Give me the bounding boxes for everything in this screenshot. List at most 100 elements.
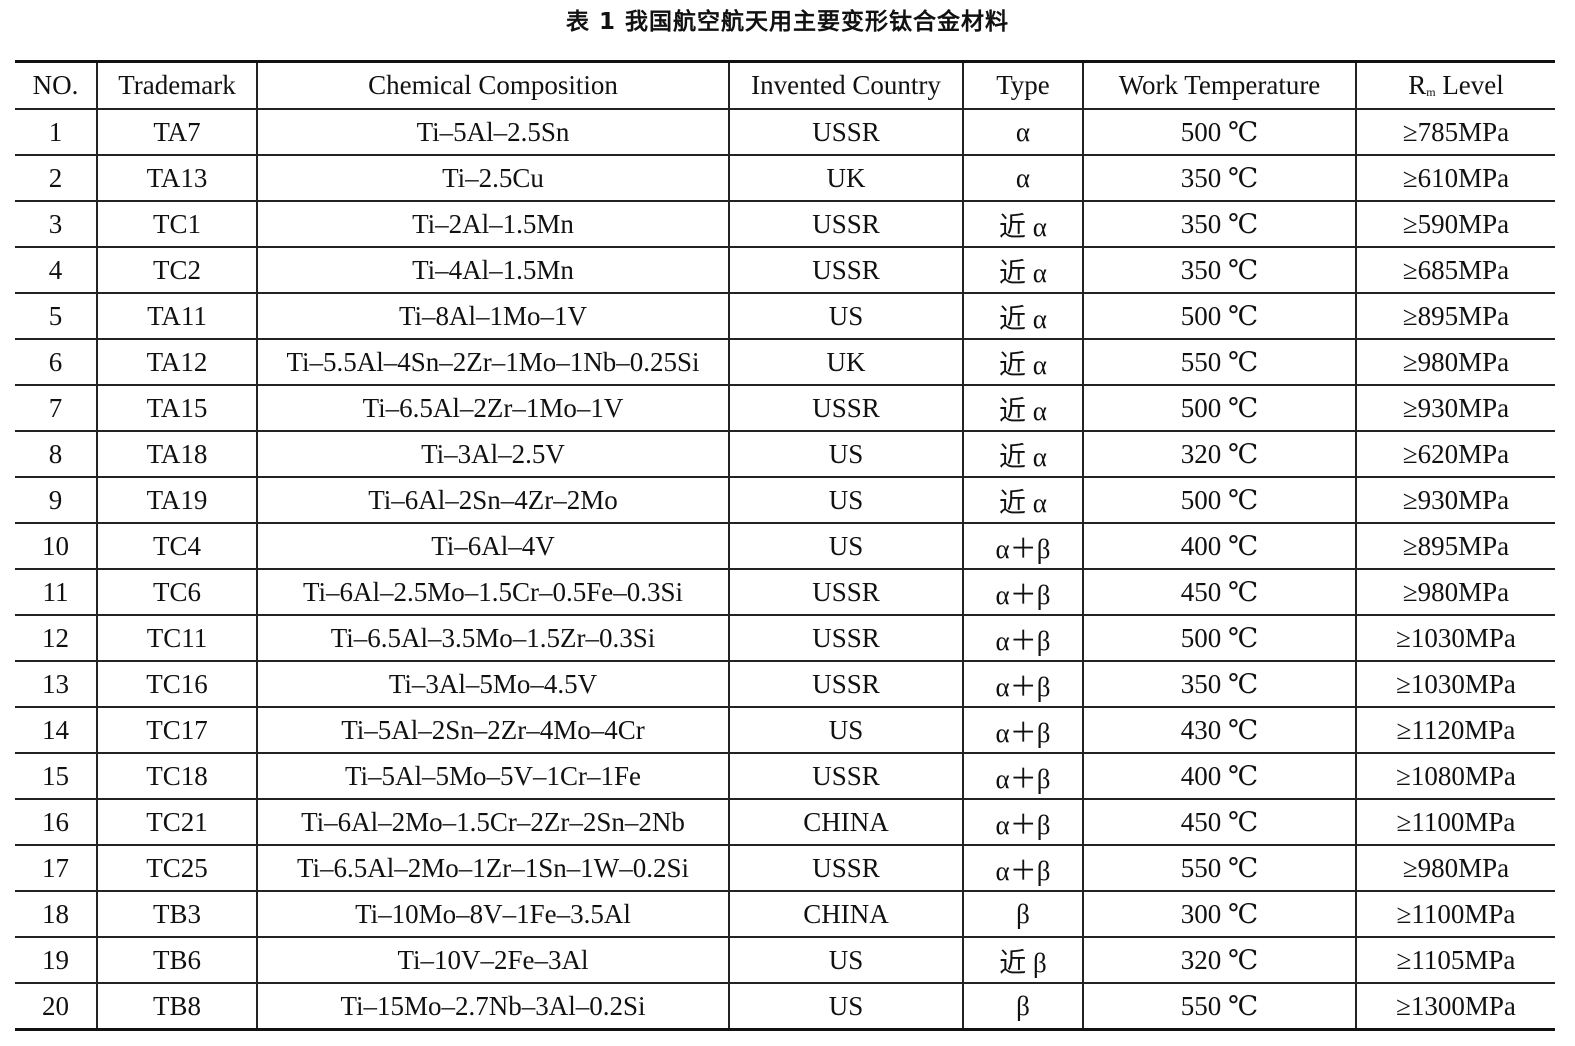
cell-composition: Ti–2.5Cu xyxy=(256,155,730,202)
cell-rm-level: ≥895MPa xyxy=(1355,523,1555,570)
table-caption: 表 1 我国航空航天用主要变形钛合金材料 xyxy=(565,9,1010,35)
cell-temperature: 450 ℃ xyxy=(1082,569,1357,616)
table-row: 19 TB6 Ti–10V–2Fe–3Al US 近 β 320 ℃ ≥1105MPa xyxy=(15,937,1555,984)
cell-type: α＋β xyxy=(962,569,1084,616)
cell-no: 16 xyxy=(15,799,98,846)
cell-temperature: 350 ℃ xyxy=(1082,201,1357,248)
cell-composition: Ti–15Mo–2.7Nb–3Al–0.2Si xyxy=(256,983,730,1031)
cell-rm-level: ≥1030MPa xyxy=(1355,615,1555,662)
cell-type: α＋β xyxy=(962,845,1084,892)
cell-trademark: TB3 xyxy=(96,891,258,938)
cell-type: 近 β xyxy=(962,937,1084,984)
header-rm-level: Rm Level xyxy=(1355,60,1555,110)
cell-country: CHINA xyxy=(728,799,964,846)
cell-composition: Ti–10V–2Fe–3Al xyxy=(256,937,730,984)
cell-trademark: TC2 xyxy=(96,247,258,294)
cell-trademark: TA13 xyxy=(96,155,258,202)
cell-no: 19 xyxy=(15,937,98,984)
table-row: 18 TB3 Ti–10Mo–8V–1Fe–3.5Al CHINA β 300 ℃ ≥110… xyxy=(15,891,1555,938)
table-row: 4 TC2 Ti–4Al–1.5Mn USSR 近 α 350 ℃ ≥685MPa xyxy=(15,247,1555,294)
table-row: 15 TC18 Ti–5Al–5Mo–5V–1Cr–1Fe USSR α＋β 400 ℃ ≥… xyxy=(15,753,1555,800)
cell-trademark: TB6 xyxy=(96,937,258,984)
cell-rm-level: ≥1300MPa xyxy=(1355,983,1555,1031)
rm-symbol: R xyxy=(1408,70,1427,100)
header-no: NO. xyxy=(15,60,98,110)
cell-type: 近 α xyxy=(962,247,1084,294)
cell-rm-level: ≥895MPa xyxy=(1355,293,1555,340)
cell-trademark: TA12 xyxy=(96,339,258,386)
cell-composition: Ti–8Al–1Mo–1V xyxy=(256,293,730,340)
cell-country: USSR xyxy=(728,569,964,616)
table-row: 11 TC6 Ti–6Al–2.5Mo–1.5Cr–0.5Fe–0.3Si USSR α… xyxy=(15,569,1555,616)
cell-composition: Ti–4Al–1.5Mn xyxy=(256,247,730,294)
cell-type: 近 α xyxy=(962,293,1084,340)
cell-composition: Ti–6Al–2Mo–1.5Cr–2Zr–2Sn–2Nb xyxy=(256,799,730,846)
cell-rm-level: ≥610MPa xyxy=(1355,155,1555,202)
cell-no: 17 xyxy=(15,845,98,892)
cell-no: 3 xyxy=(15,201,98,248)
alloy-table: NO. Trademark Chemical Composition Inven… xyxy=(15,60,1555,1031)
cell-composition: Ti–6Al–2.5Mo–1.5Cr–0.5Fe–0.3Si xyxy=(256,569,730,616)
cell-type: 近 α xyxy=(962,477,1084,524)
cell-no: 4 xyxy=(15,247,98,294)
cell-temperature: 550 ℃ xyxy=(1082,845,1357,892)
cell-composition: Ti–6.5Al–3.5Mo–1.5Zr–0.3Si xyxy=(256,615,730,662)
cell-country: USSR xyxy=(728,615,964,662)
cell-type: α＋β xyxy=(962,661,1084,708)
cell-rm-level: ≥685MPa xyxy=(1355,247,1555,294)
cell-no: 1 xyxy=(15,109,98,156)
cell-trademark: TB8 xyxy=(96,983,258,1031)
cell-no: 18 xyxy=(15,891,98,938)
cell-temperature: 430 ℃ xyxy=(1082,707,1357,754)
cell-country: USSR xyxy=(728,385,964,432)
cell-country: USSR xyxy=(728,201,964,248)
cell-temperature: 320 ℃ xyxy=(1082,431,1357,478)
cell-no: 14 xyxy=(15,707,98,754)
table-row: 16 TC21 Ti–6Al–2Mo–1.5Cr–2Zr–2Sn–2Nb CHINA α… xyxy=(15,799,1555,846)
cell-type: 近 α xyxy=(962,339,1084,386)
header-country: Invented Country xyxy=(728,60,964,110)
cell-no: 8 xyxy=(15,431,98,478)
cell-composition: Ti–3Al–2.5V xyxy=(256,431,730,478)
cell-country: US xyxy=(728,431,964,478)
cell-temperature: 400 ℃ xyxy=(1082,753,1357,800)
table-row: 20 TB8 Ti–15Mo–2.7Nb–3Al–0.2Si US β 550 ℃ ≥130… xyxy=(15,983,1555,1031)
cell-trademark: TA19 xyxy=(96,477,258,524)
cell-country: UK xyxy=(728,155,964,202)
cell-no: 9 xyxy=(15,477,98,524)
cell-temperature: 550 ℃ xyxy=(1082,339,1357,386)
cell-rm-level: ≥590MPa xyxy=(1355,201,1555,248)
cell-type: 近 α xyxy=(962,201,1084,248)
cell-rm-level: ≥1100MPa xyxy=(1355,891,1555,938)
table-row: 7 TA15 Ti–6.5Al–2Zr–1Mo–1V USSR 近 α 500 ℃ ≥930… xyxy=(15,385,1555,432)
cell-country: US xyxy=(728,477,964,524)
cell-rm-level: ≥1030MPa xyxy=(1355,661,1555,708)
cell-country: USSR xyxy=(728,247,964,294)
cell-no: 6 xyxy=(15,339,98,386)
table-row: 3 TC1 Ti–2Al–1.5Mn USSR 近 α 350 ℃ ≥590MPa xyxy=(15,201,1555,248)
cell-temperature: 400 ℃ xyxy=(1082,523,1357,570)
cell-country: USSR xyxy=(728,845,964,892)
header-trademark: Trademark xyxy=(96,60,258,110)
cell-no: 13 xyxy=(15,661,98,708)
cell-trademark: TC25 xyxy=(96,845,258,892)
cell-rm-level: ≥1080MPa xyxy=(1355,753,1555,800)
cell-no: 7 xyxy=(15,385,98,432)
cell-no: 2 xyxy=(15,155,98,202)
rm-level-label: Level xyxy=(1435,70,1504,100)
cell-no: 10 xyxy=(15,523,98,570)
cell-type: β xyxy=(962,891,1084,938)
cell-trademark: TA18 xyxy=(96,431,258,478)
header-type: Type xyxy=(962,60,1084,110)
cell-trademark: TA15 xyxy=(96,385,258,432)
cell-trademark: TC1 xyxy=(96,201,258,248)
cell-type: β xyxy=(962,983,1084,1031)
cell-composition: Ti–6.5Al–2Zr–1Mo–1V xyxy=(256,385,730,432)
header-row: NO. Trademark Chemical Composition Inven… xyxy=(15,60,1555,110)
cell-type: α xyxy=(962,155,1084,202)
cell-temperature: 350 ℃ xyxy=(1082,247,1357,294)
cell-rm-level: ≥980MPa xyxy=(1355,845,1555,892)
cell-trademark: TC11 xyxy=(96,615,258,662)
table-row: 17 TC25 Ti–6.5Al–2Mo–1Zr–1Sn–1W–0.2Si USSR α… xyxy=(15,845,1555,892)
table-row: 1 TA7 Ti–5Al–2.5Sn USSR α 500 ℃ ≥785MPa xyxy=(15,109,1555,156)
